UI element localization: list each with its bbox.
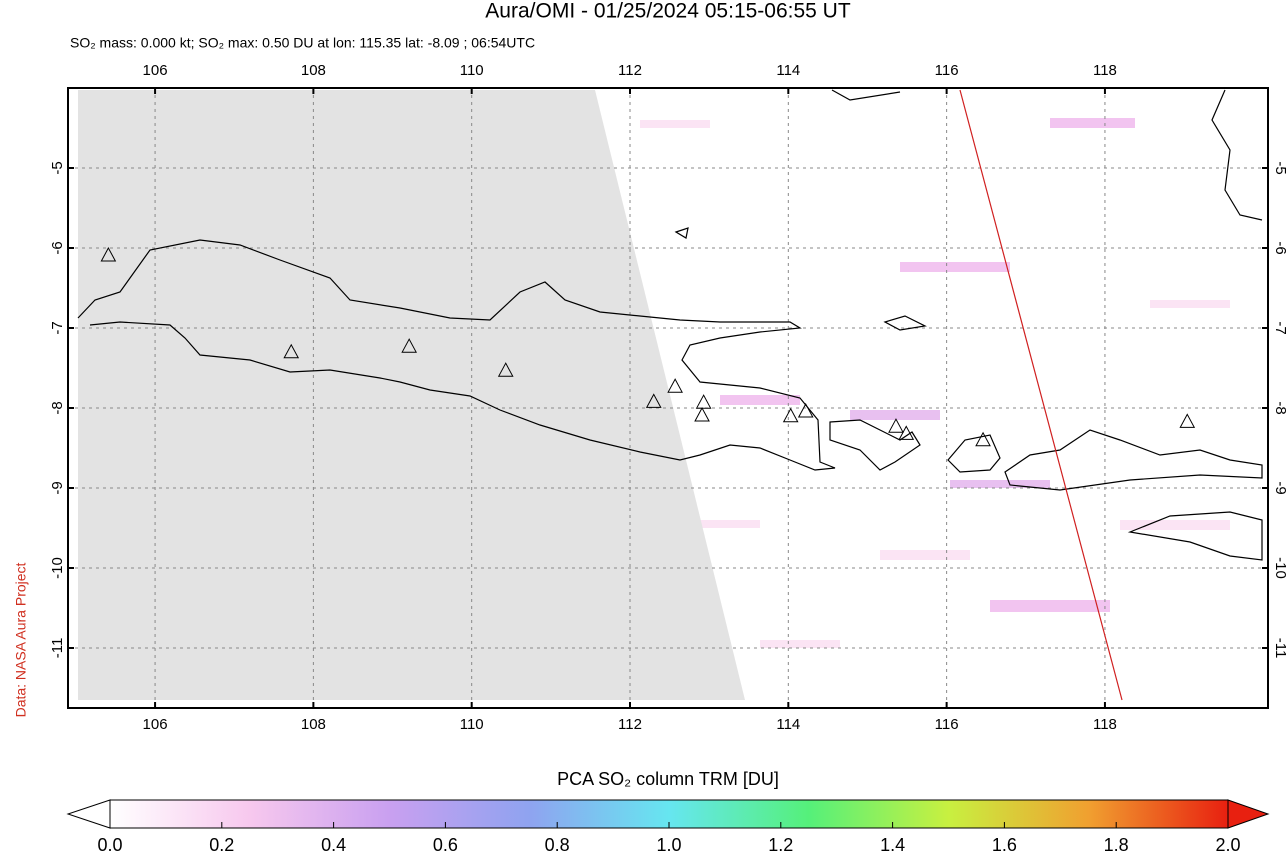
volcano [782, 407, 799, 423]
x-tick-label: 112 [618, 62, 642, 79]
x-tick-label: 116 [935, 716, 959, 733]
y-tick-label: -11 [1272, 638, 1288, 659]
subtitle: SO₂ mass: 0.000 kt; SO₂ max: 0.50 DU at … [70, 35, 535, 51]
colorbar-tick-label: 1.2 [768, 835, 793, 855]
y-tick-label: -7 [1272, 321, 1288, 334]
colorbar-tick-label: 0.8 [545, 835, 570, 855]
x-tick-label: 118 [1093, 716, 1117, 733]
colorbar-label: PCA SO₂ column TRM [DU] [557, 769, 779, 789]
colorbar-tick-label: 1.4 [880, 835, 905, 855]
x-tick-label: 108 [301, 62, 326, 79]
colorbar-tick-label: 1.0 [656, 835, 681, 855]
y-tick-label: -6 [1272, 241, 1288, 254]
colorbar-tick-label: 1.6 [992, 835, 1017, 855]
x-tick-label: 110 [460, 716, 484, 733]
colorbar: 0.0 0.2 0.4 0.6 0.8 1.0 1.2 1.4 1.6 1.8 2.0 [66, 799, 1270, 855]
colorbar-high-arrow [1227, 799, 1270, 829]
y-tick-label: -8 [1272, 401, 1288, 414]
volcano [1179, 413, 1196, 428]
x-tick-label: 114 [776, 62, 800, 79]
orbit-track [959, 89, 1123, 701]
y-tick-label: -10 [49, 557, 66, 579]
volcano [898, 425, 915, 440]
x-tick-label: 116 [935, 62, 959, 79]
volcano [694, 406, 710, 422]
colorbar-tick-label: 0.0 [97, 835, 122, 855]
y-tick-label: -5 [49, 161, 66, 174]
volcano [797, 402, 814, 418]
y-tick-label: -7 [49, 321, 66, 334]
volcano [645, 393, 662, 408]
axes: 106 106 108 108 110 110 112 112 114 114 116 116 118 1… [49, 62, 1288, 733]
credit: Data: NASA Aura Project [13, 562, 29, 717]
x-tick-label: 114 [776, 716, 800, 733]
colorbar-tick-label: 1.8 [1104, 835, 1129, 855]
x-tick-label: 112 [618, 716, 642, 733]
x-tick-label: 110 [460, 62, 484, 79]
map-area [68, 88, 1268, 708]
y-tick-label: -8 [49, 401, 66, 414]
x-tick-label: 118 [1093, 62, 1117, 79]
y-tick-label: -9 [49, 481, 66, 494]
volcano [888, 418, 904, 433]
swath-stripes [640, 118, 1230, 648]
volcano [100, 246, 117, 262]
colorbar-tick-label: 0.4 [321, 835, 346, 855]
volcano [695, 394, 712, 409]
colorbar-tick-label: 2.0 [1215, 835, 1240, 855]
y-tick-label: -5 [1272, 161, 1288, 174]
grid [68, 88, 1268, 708]
volcano [283, 343, 300, 359]
volcano [497, 362, 514, 377]
colorbar-tick-label: 0.2 [209, 835, 234, 855]
volcano [667, 378, 683, 393]
y-tick-label: -6 [49, 241, 66, 254]
x-tick-label: 108 [301, 716, 326, 733]
x-tick-label: 106 [143, 716, 168, 733]
colorbar-low-arrow [66, 799, 111, 829]
volcano [401, 338, 417, 353]
title: Aura/OMI - 01/25/2024 05:15-06:55 UT [485, 0, 851, 23]
y-tick-label: -11 [49, 638, 66, 659]
x-tick-label: 106 [143, 62, 168, 79]
no-data-area [78, 90, 745, 700]
volcano [975, 431, 991, 447]
volcanoes [100, 246, 1196, 447]
y-tick-label: -9 [1272, 481, 1288, 494]
y-tick-label: -10 [1272, 557, 1288, 579]
map-frame [67, 87, 1269, 709]
colorbar-tick-label: 0.6 [433, 835, 458, 855]
coastlines [77, 89, 1263, 561]
